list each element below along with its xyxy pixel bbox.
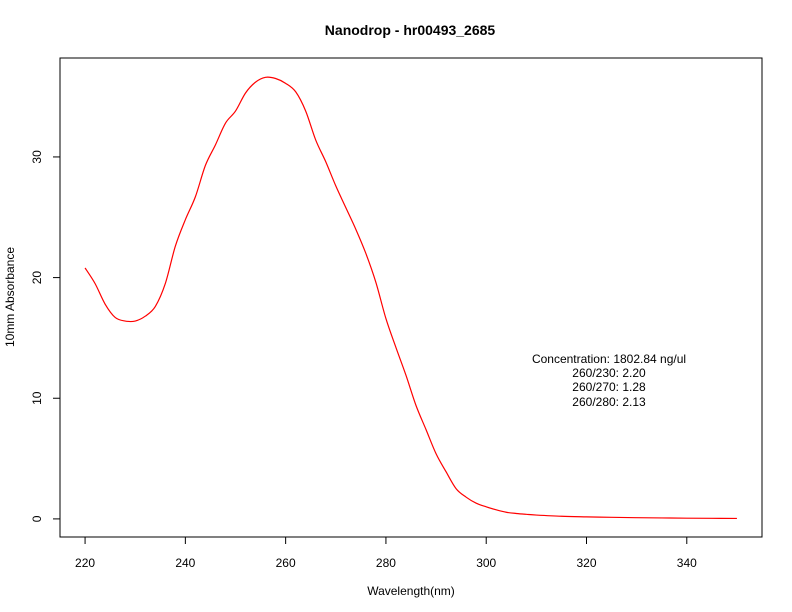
stats-annotation: Concentration: 1802.84 ng/ul 260/230: 2.…	[532, 352, 686, 409]
absorbance-line	[84, 76, 737, 520]
x-axis: 220 240 260 280 300 320 340	[75, 536, 697, 570]
x-axis-label: Wavelength(nm)	[367, 584, 455, 598]
series-layer	[84, 76, 737, 520]
x-tick-label: 340	[677, 556, 697, 570]
x-tick-label: 280	[376, 556, 396, 570]
x-tick-label: 260	[276, 556, 296, 570]
y-tick-label: 20	[30, 271, 44, 285]
chart-title: Nanodrop - hr00493_2685	[325, 22, 496, 38]
x-tick-label: 320	[576, 556, 596, 570]
y-axis: 0 10 20 30	[30, 150, 61, 522]
x-tick-label: 300	[476, 556, 496, 570]
ratio-260-270-text: 260/270: 1.28	[572, 380, 646, 394]
ratio-260-230-text: 260/230: 2.20	[572, 366, 646, 380]
ratio-260-280-text: 260/280: 2.13	[572, 395, 646, 409]
y-tick-label: 10	[30, 391, 44, 405]
concentration-text: Concentration: 1802.84 ng/ul	[532, 352, 686, 366]
y-axis-label: 10mm Absorbance	[3, 247, 17, 347]
y-tick-label: 0	[30, 515, 44, 522]
y-tick-label: 30	[30, 150, 44, 164]
x-tick-label: 220	[75, 556, 95, 570]
x-tick-label: 240	[175, 556, 195, 570]
plot-frame	[59, 57, 763, 538]
